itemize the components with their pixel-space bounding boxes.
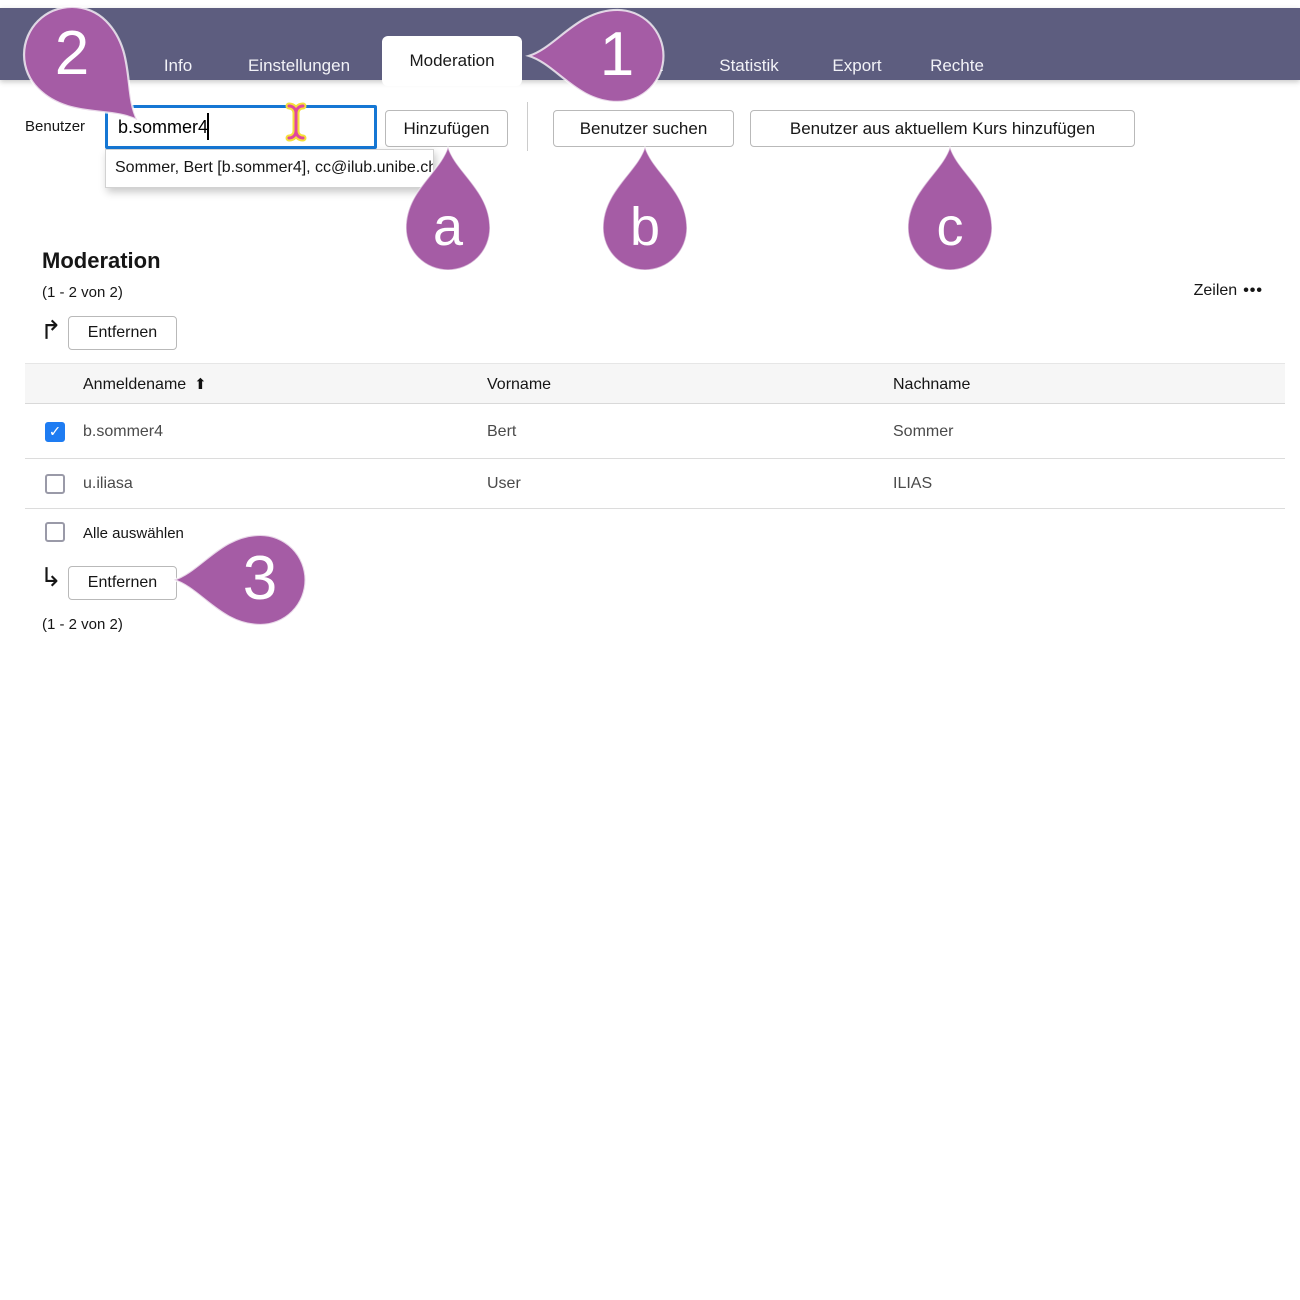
benutzer-input[interactable] xyxy=(105,105,377,149)
benutzer-aus-kurs-button[interactable]: Benutzer aus aktuellem Kurs hinzufügen xyxy=(750,110,1135,147)
tab-rechte[interactable]: Rechte xyxy=(930,56,984,75)
entfernen-button-top[interactable]: Entfernen xyxy=(68,316,177,350)
apply-to-selection-top-icon: ↱ xyxy=(40,315,62,345)
column-header-anmeldename[interactable]: Anmeldename ⬆ xyxy=(83,364,207,405)
sort-ascending-icon: ⬆ xyxy=(194,375,207,393)
column-header-nachname[interactable]: Nachname xyxy=(893,376,971,393)
benutzer-suchen-button[interactable]: Benutzer suchen xyxy=(553,110,734,147)
cell-vorname: User xyxy=(487,474,521,492)
tab-export[interactable]: Export xyxy=(832,56,882,75)
tab-statistik[interactable]: Statistik xyxy=(719,56,779,75)
rows-menu-icon[interactable]: ••• xyxy=(1243,282,1263,299)
marker-label: a xyxy=(432,196,464,257)
section-title: Moderation xyxy=(42,248,161,273)
table-row: ✓ u.iliasa User ILIAS xyxy=(25,459,1285,509)
tab-info[interactable]: Info xyxy=(163,56,193,75)
cell-anmeldename: u.iliasa xyxy=(83,474,133,492)
pagination-top: (1 - 2 von 2) xyxy=(42,284,123,301)
row-checkbox[interactable]: ✓ xyxy=(45,473,65,494)
rows-menu[interactable]: Zeilen ••• xyxy=(1194,282,1263,300)
autocomplete-suggestion[interactable]: Sommer, Bert [b.sommer4], cc@ilub.unibe.… xyxy=(105,149,434,188)
marker-label: 2 xyxy=(54,18,90,88)
row-checkbox[interactable]: ✓ xyxy=(45,421,65,442)
form-divider xyxy=(527,102,528,151)
tab-einstellungen[interactable]: Einstellungen xyxy=(247,56,351,75)
column-header-vorname[interactable]: Vorname xyxy=(487,376,552,393)
text-caret xyxy=(207,113,209,140)
select-all-label: Alle auswählen xyxy=(83,525,184,542)
cell-nachname: ILIAS xyxy=(893,474,933,492)
cell-vorname: Bert xyxy=(487,422,517,440)
marker-label: 3 xyxy=(242,543,278,613)
i-beam-cursor-icon xyxy=(285,102,307,142)
rows-label: Zeilen xyxy=(1193,282,1238,299)
benutzer-label: Benutzer xyxy=(25,118,86,135)
table-row: ✓ b.sommer4 Bert Sommer xyxy=(25,405,1285,459)
table-header: Anmeldename ⬆ Vorname Nachname xyxy=(25,363,1285,404)
marker-label: b xyxy=(629,196,661,257)
select-all-checkbox[interactable]: ✓ xyxy=(45,522,65,542)
tab-moderation-active[interactable]: Moderation xyxy=(382,36,522,86)
entfernen-button-bottom[interactable]: Entfernen xyxy=(68,566,177,600)
cell-anmeldename: b.sommer4 xyxy=(83,422,164,440)
marker-label: c xyxy=(936,196,964,257)
marker-label: 1 xyxy=(599,19,635,89)
cell-nachname: Sommer xyxy=(893,422,954,440)
column-header-label: Anmeldename xyxy=(83,376,187,393)
hinzufuegen-button[interactable]: Hinzufügen xyxy=(385,110,508,147)
pagination-bottom: (1 - 2 von 2) xyxy=(42,616,123,633)
apply-to-selection-bottom-icon: ↳ xyxy=(40,562,62,592)
